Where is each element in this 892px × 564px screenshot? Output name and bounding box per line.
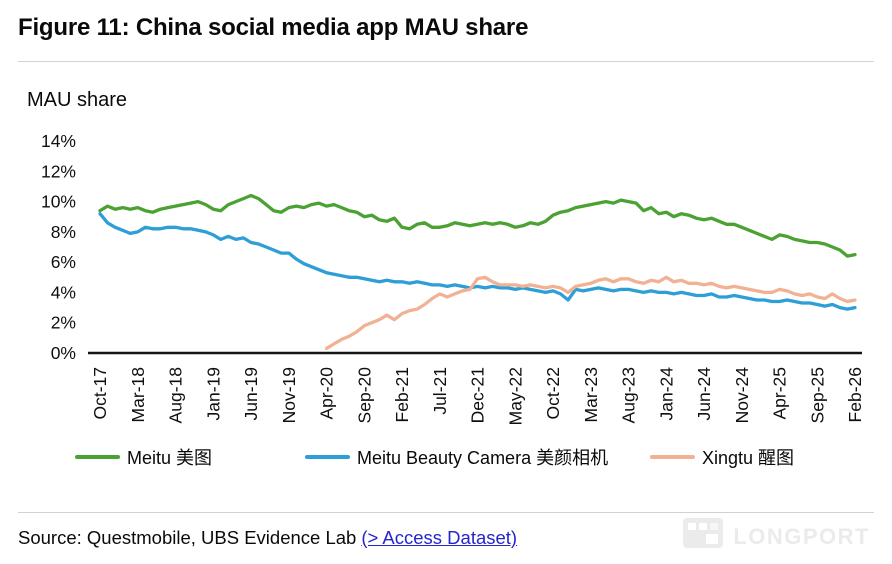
legend-swatch-meitu xyxy=(75,455,120,459)
x-tick-label: Jun-24 xyxy=(694,367,714,421)
chart-canvas: 0% 2% 4% 6% 8% 10% 12% 14% Oct-17 Mar-18 Aug-18 Jan… xyxy=(41,131,865,425)
y-tick-label: 2% xyxy=(51,313,76,333)
y-tick-label: 10% xyxy=(41,192,76,212)
x-tick-label: Nov-24 xyxy=(732,367,752,424)
x-tick-label: Feb-26 xyxy=(845,367,865,422)
title-divider xyxy=(18,61,874,62)
x-tick-label: Apr-20 xyxy=(317,367,337,420)
figure-title: Figure 11: China social media app MAU sh… xyxy=(18,14,529,41)
x-tick-label: Sep-20 xyxy=(354,367,374,424)
legend-label: Xingtu 醒图 xyxy=(702,448,795,468)
x-tick-label: Feb-21 xyxy=(392,367,412,422)
legend-label: Meitu Beauty Camera 美颜相机 xyxy=(357,448,609,468)
access-dataset-link[interactable]: (> Access Dataset) xyxy=(361,527,518,548)
legend-item-meitu-beauty-camera: Meitu Beauty Camera 美颜相机 xyxy=(305,444,608,470)
series-line-meitu xyxy=(98,193,857,258)
x-tick-label: Nov-19 xyxy=(279,367,299,423)
series-line-meitu-beauty-camera xyxy=(98,212,857,311)
chart-legend: Meitu 美图 Meitu Beauty Camera 美颜相机 Xingtu 醒… xyxy=(0,444,892,470)
y-tick-label: 8% xyxy=(51,222,76,242)
x-tick-label: Oct-17 xyxy=(90,367,110,420)
watermark-text: LONGPORT xyxy=(733,523,870,549)
x-tick-label: May-22 xyxy=(505,367,525,425)
y-tick-label: 4% xyxy=(51,282,76,302)
x-tick-label: Aug-18 xyxy=(166,367,186,423)
longport-watermark: LONGPORT xyxy=(682,516,870,557)
legend-item-xingtu: Xingtu 醒图 xyxy=(650,444,794,470)
x-tick-label: Mar-23 xyxy=(581,367,601,422)
legend-item-meitu: Meitu 美图 xyxy=(75,444,212,470)
legend-swatch-meitu-beauty-camera xyxy=(305,455,350,459)
x-tick-label: Oct-22 xyxy=(543,367,563,420)
x-tick-label: Apr-25 xyxy=(770,367,790,420)
y-tick-label: 0% xyxy=(51,343,76,363)
source-text: Source: Questmobile, UBS Evidence Lab xyxy=(18,527,357,548)
y-tick-label: 12% xyxy=(41,161,76,181)
longport-logo-icon xyxy=(682,516,724,557)
mau-share-chart: 0% 2% 4% 6% 8% 10% 12% 14% Oct-17 Mar-18 Aug-18 Jan… xyxy=(0,75,892,445)
x-tick-label: Jun-19 xyxy=(241,367,261,421)
legend-swatch-xingtu xyxy=(650,455,695,459)
y-axis-title: MAU share xyxy=(27,89,128,111)
x-tick-label: Sep-25 xyxy=(807,367,827,423)
x-tick-label: Jan-19 xyxy=(203,367,223,421)
x-tick-label: Dec-21 xyxy=(468,367,488,423)
x-tick-label: Mar-18 xyxy=(128,367,148,422)
source-line: Source: Questmobile, UBS Evidence Lab (> … xyxy=(18,527,517,549)
footer-divider xyxy=(18,512,874,513)
y-tick-label: 6% xyxy=(51,252,76,272)
legend-label: Meitu 美图 xyxy=(127,448,213,468)
x-tick-label: Jan-24 xyxy=(656,367,676,421)
x-tick-label: Aug-23 xyxy=(619,367,639,423)
x-tick-label: Jul-21 xyxy=(430,367,450,415)
y-tick-label: 14% xyxy=(41,131,76,151)
series-line-xingtu xyxy=(324,275,857,351)
